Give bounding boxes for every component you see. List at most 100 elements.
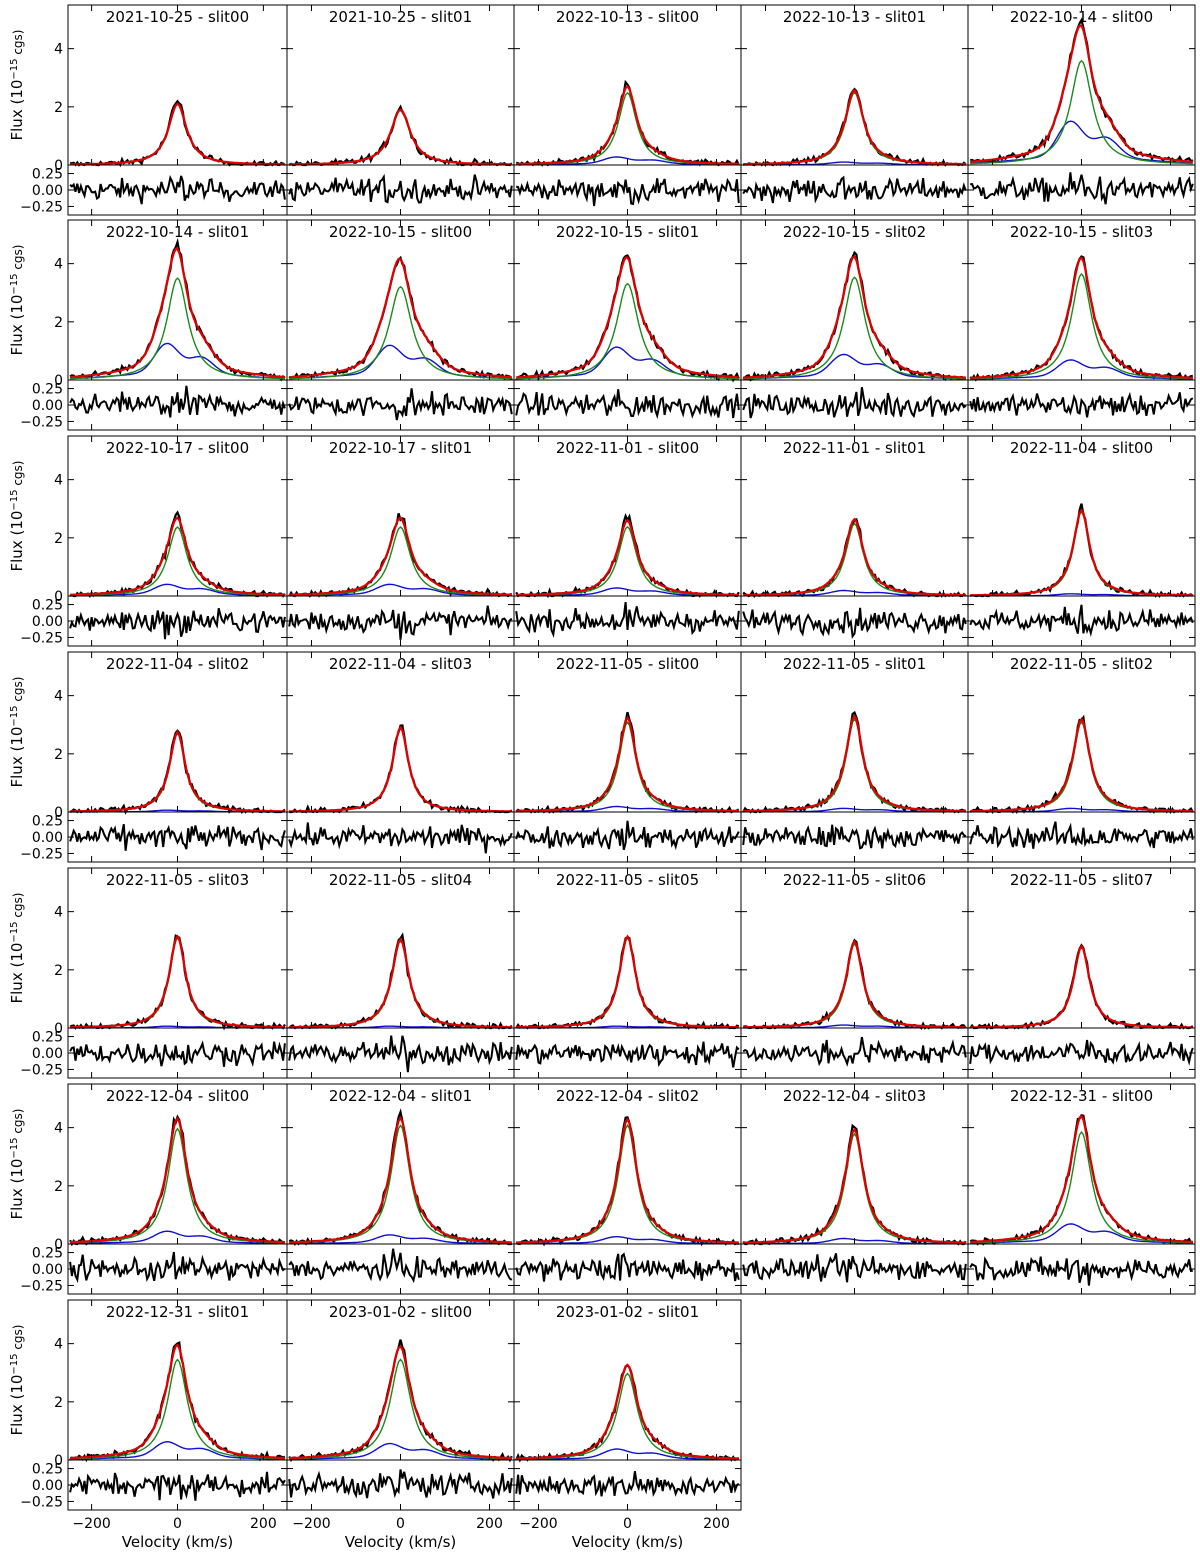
main-axes-frame [513,1299,742,1461]
narrow-component-line [970,272,1193,380]
y-label-exponent: −15 [9,273,20,294]
narrow-component-line [743,717,966,812]
total-fit-line [70,1343,285,1460]
residual-line [970,172,1194,205]
panel-title: 2022-12-04 - slit00 [106,1087,249,1105]
observed-line [515,1363,739,1463]
observed-line [288,255,513,381]
resid-tick-label: −0.25 [20,846,63,862]
panel-28: 2022-12-04 - slit02 [513,1083,742,1295]
observed-line [69,729,286,815]
observed-line [288,1339,513,1463]
observed-line [289,724,513,815]
main-axes-frame [286,1083,515,1245]
panel-title: 2022-12-04 - slit03 [783,1087,926,1105]
narrow-component-line [289,526,512,596]
observed-line [742,710,967,815]
panel-29: 2022-12-04 - slit03 [740,1083,969,1295]
y-label-suffix: cgs) [11,245,25,274]
residual-line [515,820,740,851]
observed-line [515,936,740,1030]
main-axes-frame [67,1299,288,1461]
panel-8: 2022-10-15 - slit01 [513,219,742,431]
panel-26: 2022-12-04 - slit00 0 2 4 0.250.00−0.25 Flux … [8,1083,288,1295]
residual-axes-frame [286,164,515,216]
resid-tick-label: −0.25 [20,1062,63,1078]
narrow-component-line [743,276,966,380]
residual-line [288,822,513,854]
resid-tick-label: −0.25 [20,414,63,430]
narrow-component-line [970,59,1193,165]
y-label-prefix: Flux (10 [8,1159,26,1220]
panel-33: 2023-01-02 - slit01 −200 0 200 Velocity (km/… [513,1299,742,1551]
narrow-component-line [70,526,285,596]
total-fit-line [743,1127,966,1244]
broad-component-line [289,1234,512,1245]
y-tick-label: 0 [54,805,63,821]
total-fit-line [970,508,1193,597]
broad-component-line [289,1442,512,1460]
panel-13: 2022-11-01 - slit00 [513,435,742,647]
y-tick-label: 4 [54,905,63,921]
y-label-prefix: Flux (10 [8,1375,26,1436]
residual-line [969,604,1194,638]
main-axes-frame [286,219,515,381]
y-axis-label: Flux (10−15 cgs) [8,677,26,788]
panel-14: 2022-11-01 - slit01 [740,435,969,647]
residual-line [69,1471,286,1501]
panel-title: 2022-10-17 - slit01 [329,439,472,457]
main-axes-frame [513,219,742,381]
main-axes-frame [740,651,969,813]
total-fit-line [289,1344,512,1460]
resid-tick-label: −0.25 [20,630,63,646]
residual-line [969,1039,1194,1066]
main-axes-frame [513,651,742,813]
narrow-component-line [70,1127,285,1244]
narrow-component-line [289,108,512,166]
total-fit-line [516,518,739,597]
observed-line [969,943,1194,1031]
panel-30: 2022-12-31 - slit00 [967,1083,1196,1295]
narrow-component-line [516,721,739,812]
y-tick-label: 4 [54,42,63,58]
panel-title: 2022-10-15 - slit01 [556,223,699,241]
main-axes-frame [740,219,969,381]
residual-line [742,175,967,204]
residual-line [742,387,967,419]
y-tick-label: 2 [54,315,63,331]
y-label-suffix: cgs) [11,677,25,706]
x-axis-label: Velocity (km/s) [345,1533,456,1551]
resid-tick-label: 0.00 [32,398,63,414]
total-fit-line [289,516,512,596]
resid-tick-label: −0.25 [20,1278,63,1294]
residual-line [742,607,967,639]
y-label-suffix: cgs) [11,1109,25,1138]
x-tick-label: 200 [476,1516,503,1532]
resid-tick-label: 0.00 [32,830,63,846]
main-axes-frame [967,435,1196,597]
y-label-prefix: Flux (10 [8,80,26,141]
residual-line [515,601,740,638]
broad-component-line [970,359,1193,380]
total-fit-line [70,730,285,813]
observed-line [288,1108,512,1247]
observed-line [69,1114,286,1247]
total-fit-line [289,725,512,813]
resid-tick-label: 0.25 [32,1462,63,1478]
narrow-component-line [70,732,285,813]
residual-line [515,1471,740,1497]
observed-line [69,237,286,382]
main-axes-frame [513,1083,742,1245]
observed-line [516,79,740,167]
y-label-prefix: Flux (10 [8,727,26,788]
narrow-component-line [516,282,739,380]
total-fit-line [516,715,739,813]
narrow-component-line [516,1123,739,1244]
panel-22: 2022-11-05 - slit04 [286,867,515,1079]
main-axes-frame [967,651,1196,813]
y-tick-label: 4 [54,257,63,273]
x-tick-label: −200 [72,1516,110,1532]
x-tick-label: 200 [250,1516,277,1532]
x-tick-label: −200 [292,1516,330,1532]
panel-title: 2022-11-01 - slit01 [783,439,926,457]
